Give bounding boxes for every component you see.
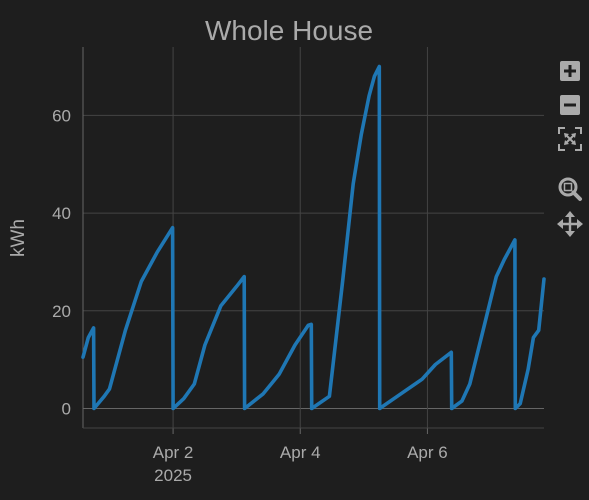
autoscale-button[interactable] <box>554 124 586 154</box>
zoom-box-button[interactable] <box>554 174 586 204</box>
axis-layer: 0 20 40 60 Apr 2 2025 Apr 4 Apr 6 <box>52 47 544 485</box>
chart-title: Whole House <box>205 15 373 46</box>
y-tick-label: 40 <box>52 204 71 223</box>
zoom-in-icon <box>560 61 580 81</box>
series-line <box>81 64 546 411</box>
y-axis-title: kWh <box>8 219 29 257</box>
x-tick-label: Apr 4 <box>280 443 321 462</box>
pan-icon <box>557 211 583 237</box>
series-layer <box>81 64 546 411</box>
x-tick-label: Apr 6 <box>407 443 448 462</box>
autoscale-icon <box>558 127 582 151</box>
zoom-box-icon <box>558 177 582 201</box>
pan-button[interactable] <box>554 209 586 239</box>
zoom-in-button[interactable] <box>554 56 586 86</box>
zoom-out-icon <box>560 95 580 115</box>
y-tick-label: 0 <box>62 399 71 418</box>
y-tick-label: 20 <box>52 302 71 321</box>
y-tick-label: 60 <box>52 106 71 125</box>
x-tick-sublabel: 2025 <box>154 466 192 485</box>
x-tick-label: Apr 2 <box>153 443 194 462</box>
zoom-out-button[interactable] <box>554 90 586 120</box>
